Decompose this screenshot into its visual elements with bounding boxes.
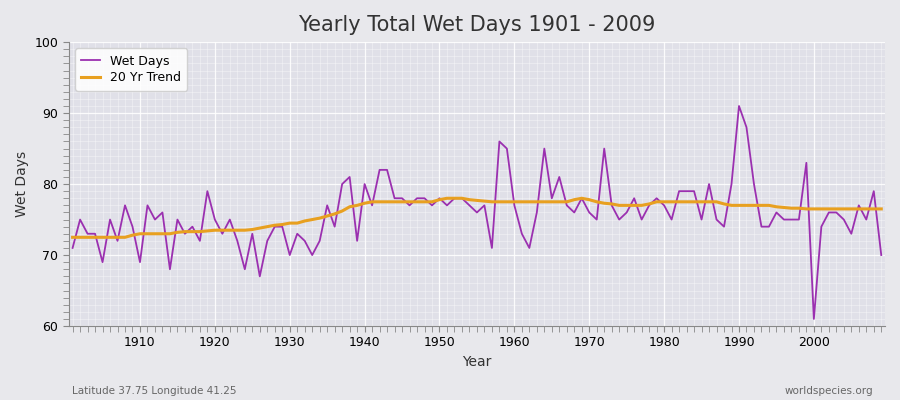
20 Yr Trend bbox=[292, 221, 302, 226]
Line: 20 Yr Trend: 20 Yr Trend bbox=[73, 198, 881, 237]
Y-axis label: Wet Days: Wet Days bbox=[15, 151, 29, 217]
Legend: Wet Days, 20 Yr Trend: Wet Days, 20 Yr Trend bbox=[75, 48, 187, 91]
Line: Wet Days: Wet Days bbox=[73, 106, 881, 319]
Wet Days bbox=[68, 246, 78, 250]
20 Yr Trend bbox=[509, 200, 520, 204]
20 Yr Trend bbox=[127, 233, 138, 238]
20 Yr Trend bbox=[517, 200, 527, 204]
Wet Days bbox=[876, 253, 886, 258]
Text: worldspecies.org: worldspecies.org bbox=[785, 386, 873, 396]
Wet Days bbox=[501, 146, 512, 151]
Title: Yearly Total Wet Days 1901 - 2009: Yearly Total Wet Days 1901 - 2009 bbox=[298, 15, 655, 35]
X-axis label: Year: Year bbox=[463, 355, 491, 369]
20 Yr Trend bbox=[876, 206, 886, 211]
Wet Days bbox=[337, 182, 347, 186]
Text: Latitude 37.75 Longitude 41.25: Latitude 37.75 Longitude 41.25 bbox=[72, 386, 237, 396]
Wet Days bbox=[509, 203, 520, 208]
Wet Days bbox=[734, 104, 744, 108]
20 Yr Trend bbox=[442, 196, 453, 201]
Wet Days bbox=[598, 146, 609, 151]
20 Yr Trend bbox=[337, 209, 347, 214]
Wet Days bbox=[292, 231, 302, 236]
20 Yr Trend bbox=[68, 235, 78, 240]
20 Yr Trend bbox=[607, 202, 617, 206]
Wet Days bbox=[127, 224, 138, 229]
Wet Days bbox=[808, 316, 819, 321]
